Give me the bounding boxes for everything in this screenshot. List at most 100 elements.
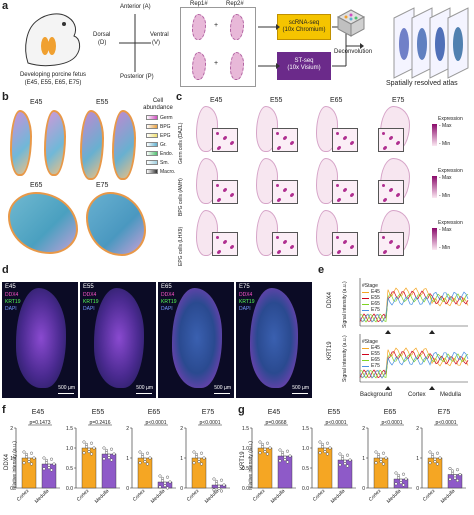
c-zoom-inset bbox=[378, 128, 404, 152]
bar-datapoint bbox=[192, 450, 196, 454]
b-legend-title-1: Cell bbox=[152, 98, 164, 104]
bar-datapoint bbox=[394, 471, 398, 475]
panel-e-label: e bbox=[318, 264, 325, 276]
axis-ventral-abbr: (V) bbox=[152, 40, 160, 46]
bar-datapoint bbox=[163, 481, 167, 485]
c-expression-dot bbox=[284, 136, 287, 139]
axis-dorsal: Dorsal bbox=[93, 32, 111, 38]
bar-datapoint bbox=[258, 451, 262, 455]
c-expression-dot bbox=[276, 184, 279, 187]
bar-datapoint bbox=[377, 452, 381, 456]
bar-chart-pvalue: p<0.0001 bbox=[146, 420, 167, 426]
bar-chart-ytick: 1.0 bbox=[242, 446, 249, 452]
bar-datapoint bbox=[214, 479, 218, 483]
fetus-caption-2: (E45, E55, E65, E75) bbox=[24, 80, 82, 86]
bar-chart-ytick: 1.5 bbox=[242, 426, 249, 432]
bar-datapoint bbox=[433, 457, 437, 461]
bar-datapoint bbox=[323, 447, 327, 451]
bar-chart-ytick: 0.5 bbox=[66, 466, 73, 472]
c-colorbar bbox=[432, 176, 437, 198]
bar-datapoint bbox=[32, 456, 36, 460]
bar-datapoint bbox=[338, 463, 342, 467]
c-expression-dot bbox=[384, 146, 387, 149]
d-ddx4-label: DDX4 bbox=[83, 292, 97, 298]
bar-chart-title: E45 bbox=[268, 409, 281, 416]
bar-chart-title: E65 bbox=[384, 409, 397, 416]
bar-chart-ytick: 0.5 bbox=[302, 466, 309, 472]
bar-datapoint bbox=[399, 478, 403, 482]
bar-datapoint bbox=[197, 457, 201, 461]
b-e55-slice-2 bbox=[112, 110, 136, 180]
c-stage-e75: E75 bbox=[392, 97, 405, 104]
e-yaxis-bottom: Signal intensity (a.u.) bbox=[342, 335, 348, 382]
bar-datapoint bbox=[92, 446, 96, 450]
d-tissue bbox=[250, 288, 298, 388]
c-expression-dot bbox=[344, 188, 347, 191]
deconvolution-label: Deconvolution bbox=[334, 49, 373, 55]
c-expression-dot bbox=[382, 184, 385, 187]
d-dapi-label: DAPI bbox=[5, 306, 17, 312]
bar-datapoint bbox=[22, 461, 26, 465]
bar-chart-ytick: 2 bbox=[10, 426, 13, 432]
bar-datapoint bbox=[138, 461, 142, 465]
c-expression-dot bbox=[291, 193, 294, 196]
c-stage-e55: E55 bbox=[270, 97, 283, 104]
bar-datapoint bbox=[222, 483, 226, 487]
e-legend-label: E75 bbox=[371, 307, 380, 313]
e-legend-bottom: #Stage E45 E55 E65 E75 bbox=[362, 339, 380, 369]
c-expression-dot bbox=[291, 245, 294, 248]
e-legend-swatch bbox=[362, 353, 369, 355]
bar-datapoint bbox=[145, 462, 149, 466]
bar-datapoint bbox=[102, 446, 106, 450]
bar-datapoint bbox=[382, 451, 386, 455]
b-legend-swatch bbox=[146, 124, 158, 129]
c-expression-dot bbox=[224, 136, 227, 139]
d-krt19-label: KRT19 bbox=[83, 299, 99, 305]
bar-datapoint bbox=[402, 483, 406, 487]
e-region-medulla: Medulla bbox=[440, 392, 462, 398]
bar-datapoint bbox=[283, 455, 287, 459]
d-stage-label: E55 bbox=[83, 284, 94, 290]
e-legend-item: E55 bbox=[362, 351, 380, 357]
e-yaxis-top: Signal intensity (a.u.) bbox=[342, 281, 348, 328]
bar-datapoint bbox=[394, 482, 398, 486]
c-zoom-inset bbox=[332, 180, 358, 204]
e-legend-item: E65 bbox=[362, 357, 380, 363]
bar-datapoint bbox=[22, 450, 26, 454]
d-scale-bar bbox=[58, 393, 74, 394]
b-e45-slice-1 bbox=[10, 110, 32, 176]
bar-category-label: Cortex bbox=[368, 488, 383, 503]
bar-datapoint bbox=[266, 452, 270, 456]
bar-datapoint bbox=[192, 461, 196, 465]
bar-datapoint bbox=[436, 462, 440, 466]
bar-datapoint bbox=[261, 442, 265, 446]
e-legend-label: E65 bbox=[371, 301, 380, 307]
bar-chart-pvalue: p<0.0001 bbox=[436, 420, 457, 426]
d-dapi-label: DAPI bbox=[239, 306, 251, 312]
bar-datapoint bbox=[281, 450, 285, 454]
bar-chart-title: E45 bbox=[32, 409, 45, 416]
bar-chart-ytick: 0 bbox=[362, 486, 365, 492]
bar-datapoint bbox=[456, 478, 460, 482]
bar-datapoint bbox=[288, 454, 292, 458]
bar-datapoint bbox=[458, 472, 462, 476]
e-legend-item: E45 bbox=[362, 289, 380, 295]
scrna-seq-box: scRNA-seq (10x Chromium) bbox=[277, 14, 331, 40]
bar-datapoint bbox=[258, 440, 262, 444]
bar-datapoint bbox=[47, 463, 51, 467]
e-legend-top: #Stage E45 E55 E65 E75 bbox=[362, 283, 380, 313]
bar-datapoint bbox=[109, 458, 113, 462]
bar-chart-pvalue: p<0.0001 bbox=[326, 420, 347, 426]
c-expression-dot bbox=[382, 236, 385, 239]
bar-chart-ytick: 1 bbox=[416, 456, 419, 462]
bar-datapoint bbox=[286, 460, 290, 464]
bar-datapoint bbox=[45, 458, 49, 462]
b-legend-swatch bbox=[146, 160, 158, 165]
bar-datapoint bbox=[384, 456, 388, 460]
bar-datapoint bbox=[318, 440, 322, 444]
bar-datapoint bbox=[346, 453, 350, 457]
atlas-slices bbox=[393, 7, 469, 79]
b-legend-swatch bbox=[146, 133, 158, 138]
bar-datapoint bbox=[102, 457, 106, 461]
c-expression-dot bbox=[291, 141, 294, 144]
